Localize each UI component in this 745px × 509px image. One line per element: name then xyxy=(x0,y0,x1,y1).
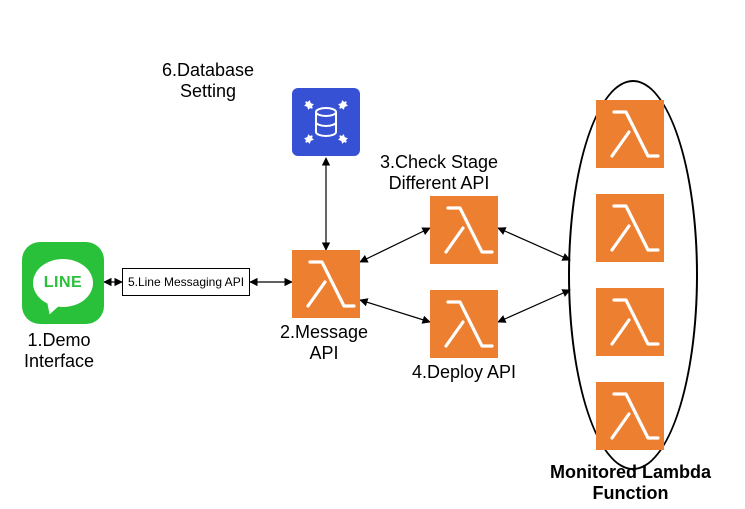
lambda-deploy-api-icon xyxy=(430,290,498,358)
line-app-icon: LINE xyxy=(22,242,104,324)
label-message-api: 2.Message API xyxy=(280,322,368,363)
label-deploy-api: 4.Deploy API xyxy=(412,362,516,383)
lambda-monitored-3-icon xyxy=(596,288,664,356)
diagram-stage: LINE 1.Demo Interface 5.Line Messaging A… xyxy=(0,0,745,509)
label-line-messaging-api: 5.Line Messaging API xyxy=(128,275,244,289)
lambda-monitored-2-icon xyxy=(596,194,664,262)
lambda-check-stage-icon xyxy=(430,196,498,264)
label-monitored-lambda: Monitored Lambda Function xyxy=(550,462,711,503)
lambda-message-api-icon xyxy=(292,250,360,318)
line-logo-text: LINE xyxy=(33,259,93,307)
label-database-setting: 6.Database Setting xyxy=(162,60,254,101)
database-icon xyxy=(292,88,360,156)
label-demo-interface: 1.Demo Interface xyxy=(24,330,94,371)
line-messaging-api-box: 5.Line Messaging API xyxy=(122,268,250,296)
label-check-stage: 3.Check Stage Different API xyxy=(380,152,498,193)
lambda-monitored-1-icon xyxy=(596,100,664,168)
lambda-monitored-4-icon xyxy=(596,382,664,450)
